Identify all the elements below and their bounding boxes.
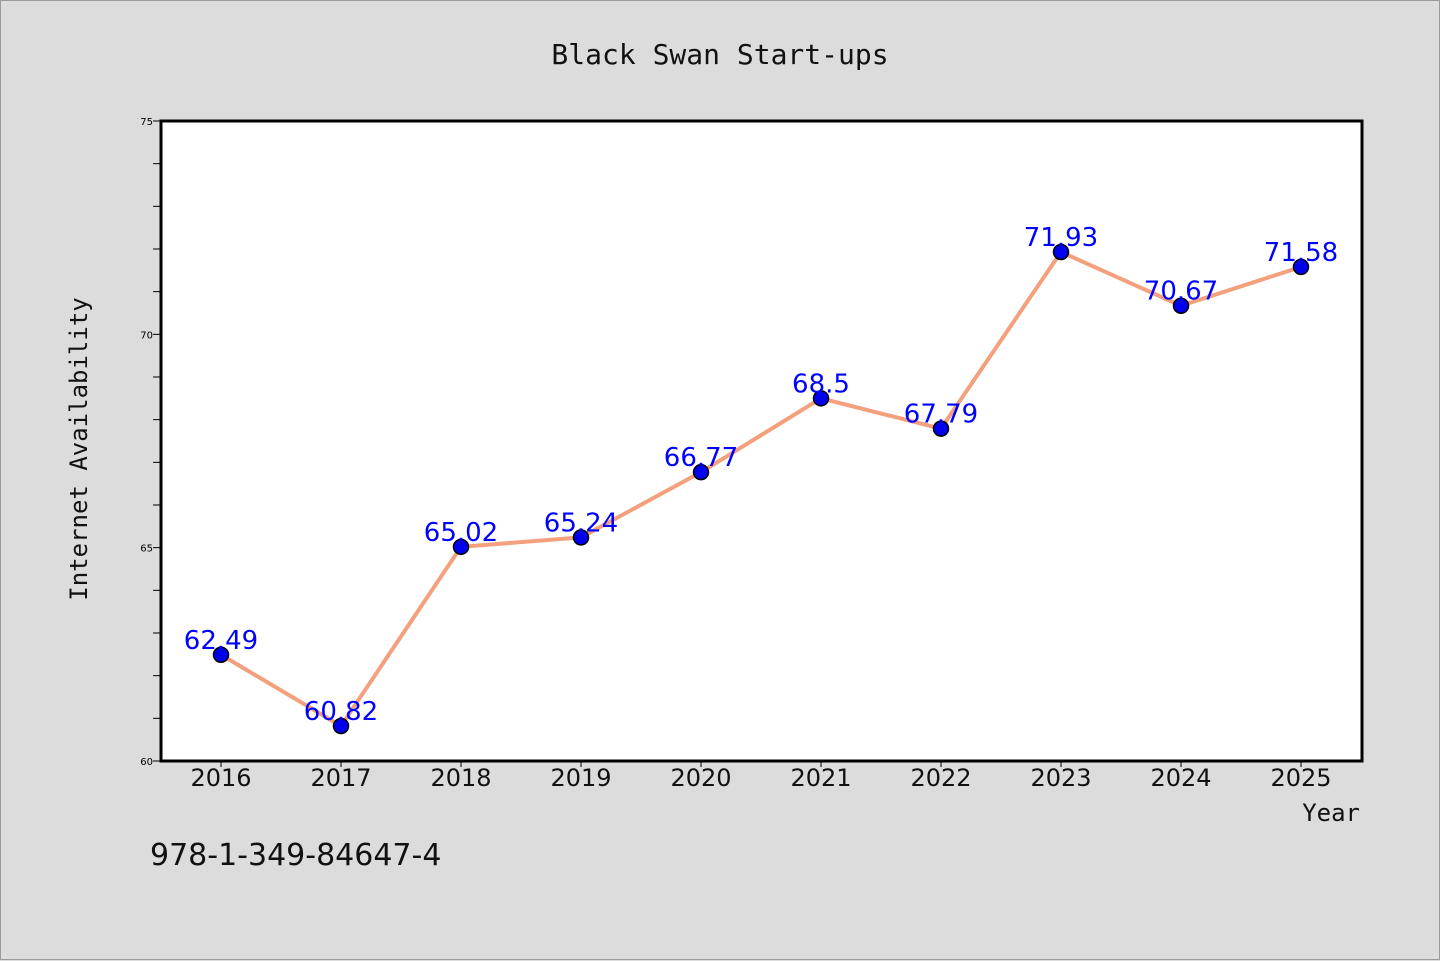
x-tick-label: 2024 <box>1150 764 1211 792</box>
data-label: 65.02 <box>424 518 498 548</box>
data-label: 68.5 <box>792 369 850 399</box>
footer-text: 978-1-349-84647-4 <box>150 838 441 873</box>
data-label: 66.77 <box>664 443 738 473</box>
series-line <box>219 249 1302 729</box>
data-point <box>932 420 950 437</box>
data-point <box>452 538 470 556</box>
data-point <box>812 390 830 407</box>
x-axis: 2016 2017 2018 2019 2020 2021 2022 2023 2024 2025 <box>190 761 1332 792</box>
x-tick-label: 2018 <box>430 764 491 792</box>
data-point <box>332 717 350 735</box>
data-label: 62.49 <box>184 626 258 656</box>
data-label: 65.24 <box>544 508 618 538</box>
y-tick-label: 65 <box>140 544 153 555</box>
x-tick-label: 2017 <box>310 764 371 792</box>
data-point <box>1052 243 1070 261</box>
x-tick-label: 2022 <box>910 764 971 792</box>
data-label: 71.93 <box>1024 223 1098 253</box>
x-tick-label: 2023 <box>1030 764 1091 792</box>
x-tick-label: 2019 <box>550 764 611 792</box>
y-tick-label: 60 <box>140 757 153 768</box>
x-tick-label: 2016 <box>190 764 251 792</box>
data-label: 70.67 <box>1144 277 1218 307</box>
data-label: 71.58 <box>1264 238 1338 268</box>
x-tick-label: 2020 <box>670 764 731 792</box>
x-tick-label: 2025 <box>1270 764 1331 792</box>
x-axis-label: Year <box>1302 799 1360 827</box>
series-markers <box>212 243 1310 735</box>
data-label: 60.82 <box>304 697 378 727</box>
data-point <box>212 646 230 664</box>
data-point <box>1172 297 1190 314</box>
data-point <box>572 529 590 546</box>
data-label: 67.79 <box>904 400 978 430</box>
data-point <box>1292 258 1310 276</box>
plot-area <box>159 119 1364 763</box>
x-tick-label: 2021 <box>790 764 851 792</box>
y-axis-label: Internet Availability <box>65 297 93 600</box>
y-tick-label: 70 <box>140 330 153 341</box>
y-tick-label: 75 <box>140 117 153 128</box>
data-labels: 62.49 60.82 65.02 65.24 66.77 68.5 67.79 71.93 7… <box>184 223 1338 727</box>
chart-title: Black Swan Start-ups <box>551 38 888 71</box>
y-axis: 60 65 70 75 <box>140 117 161 768</box>
data-point <box>692 463 710 481</box>
